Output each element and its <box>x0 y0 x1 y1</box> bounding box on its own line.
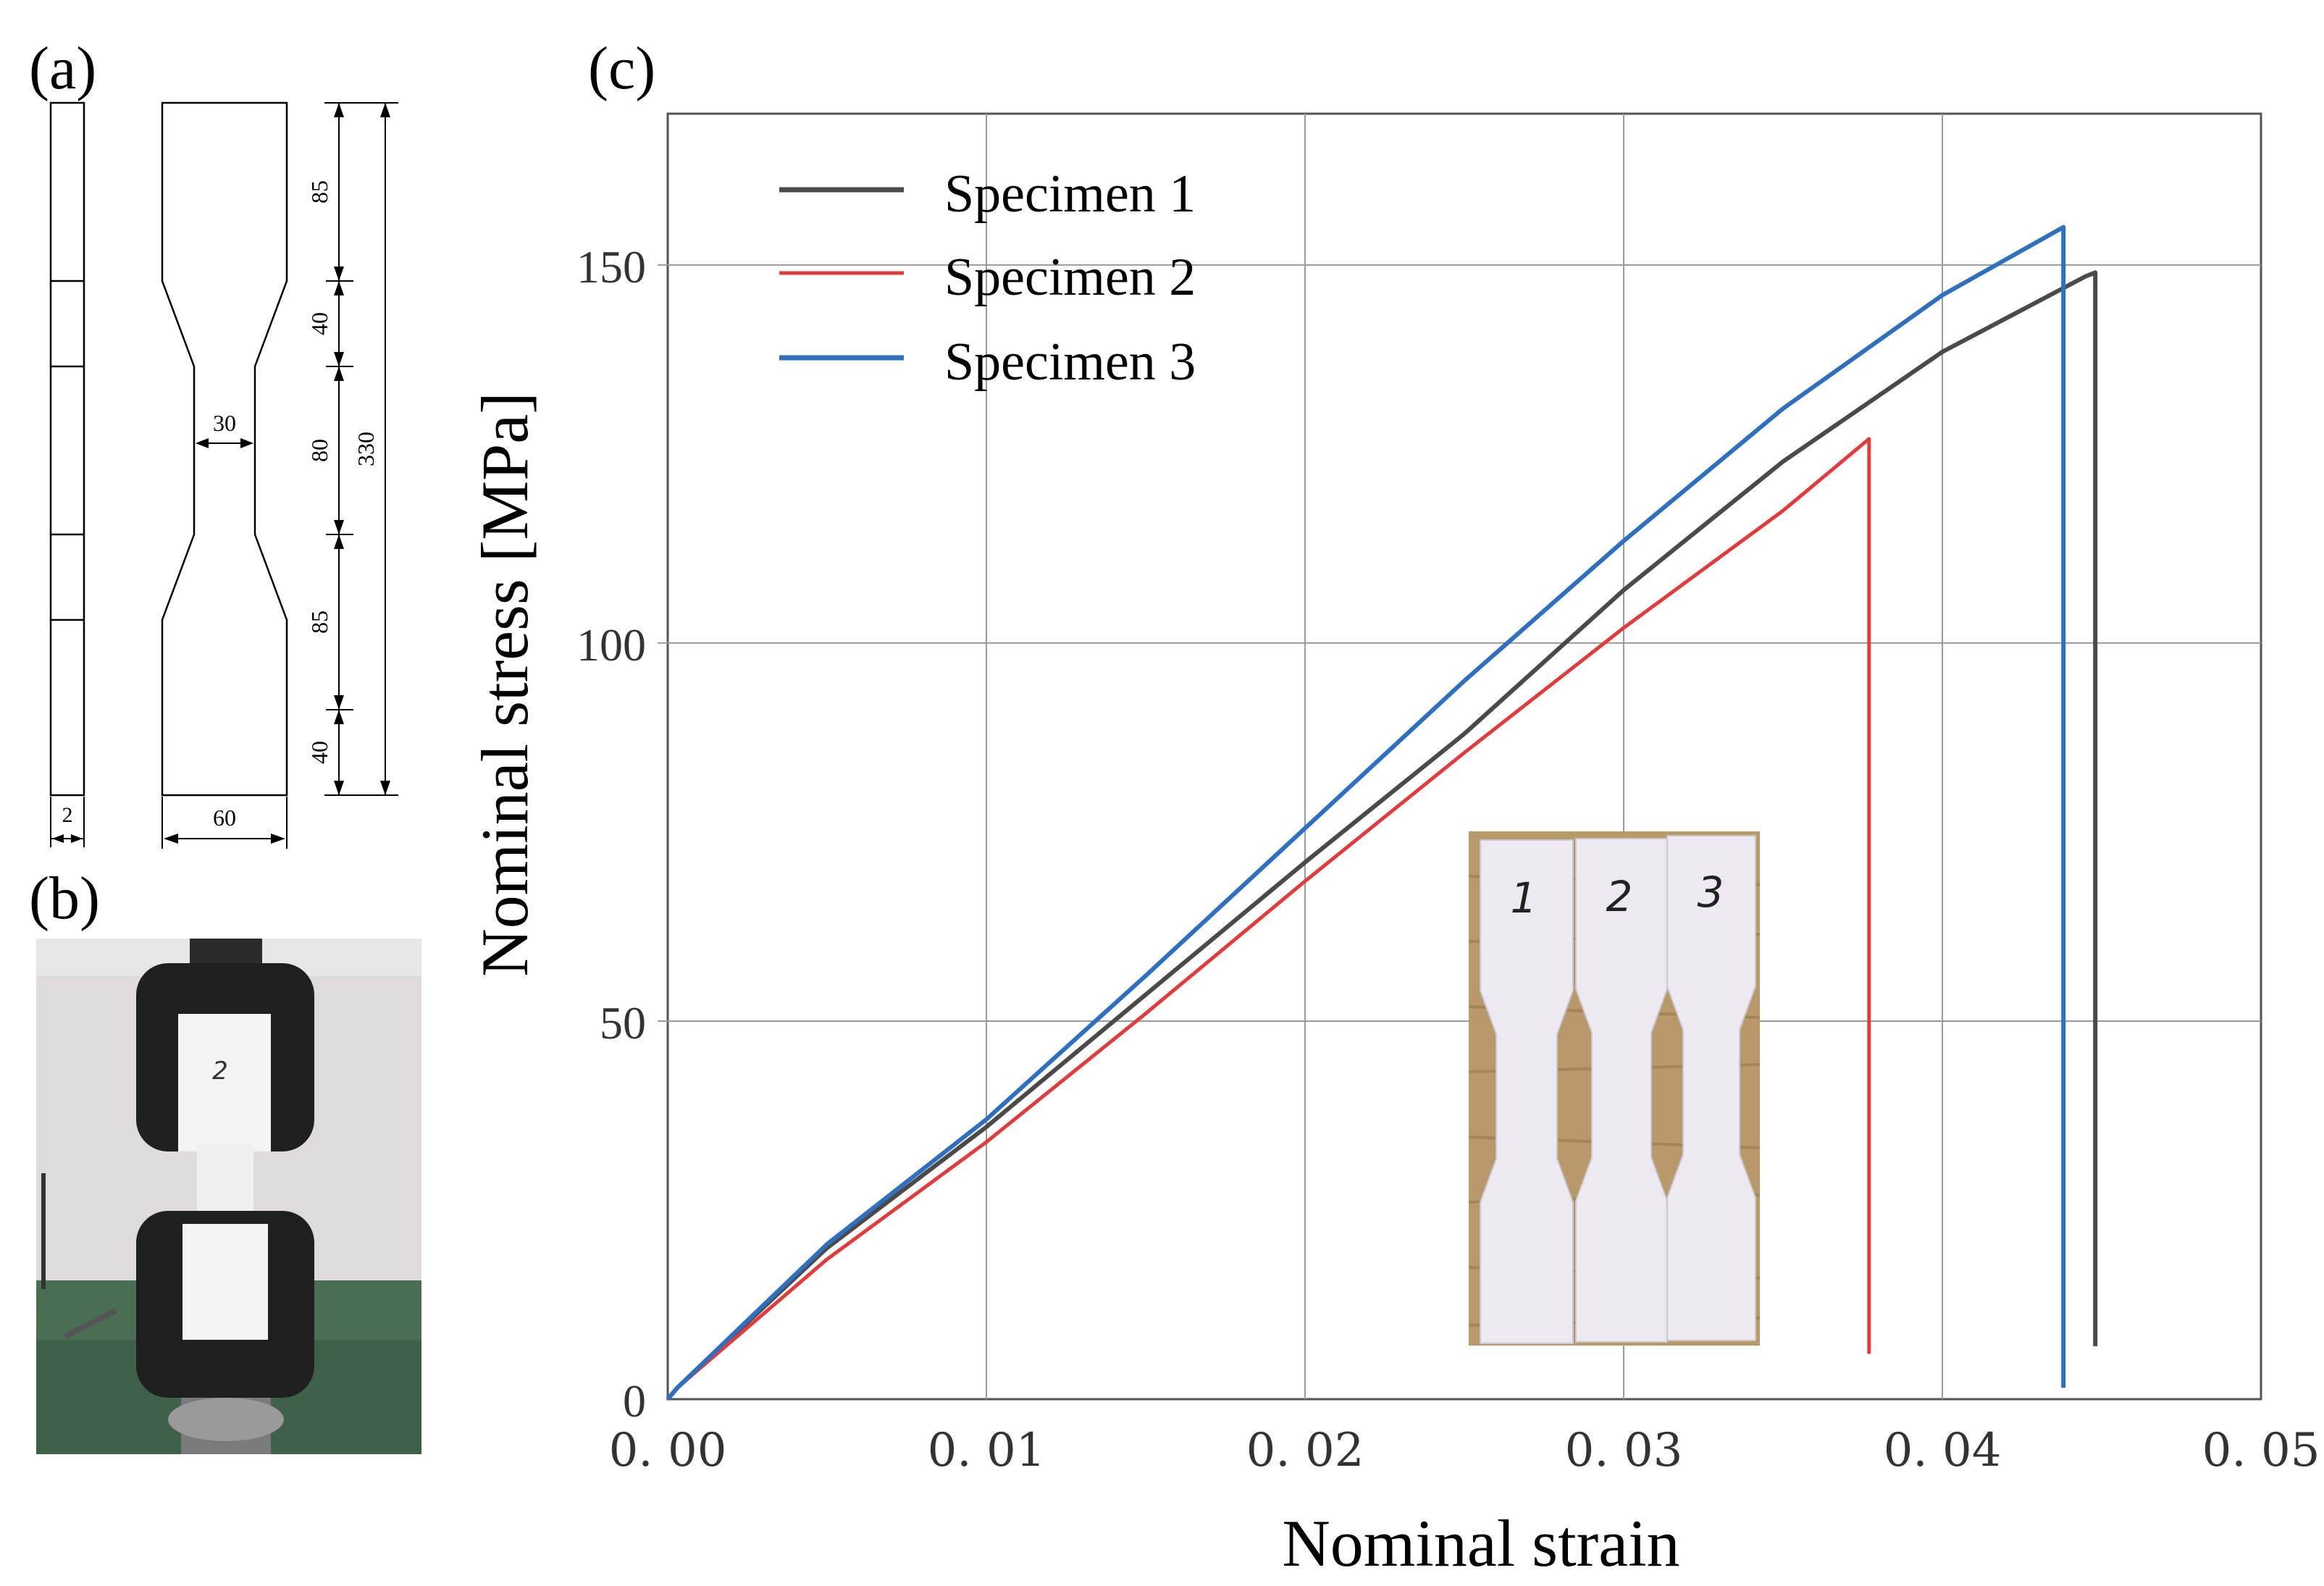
dim-seg2: 40 <box>306 312 332 335</box>
panel-b-label: (b) <box>29 865 100 932</box>
dim-width: 60 <box>213 805 236 831</box>
y-axis-label: Nominal stress [MPa] <box>468 392 542 976</box>
inset-label-1: 1 <box>1511 873 1538 923</box>
x-tick-label: 0. 02 <box>1246 1424 1364 1477</box>
dim-thickness: 2 <box>62 803 73 827</box>
legend-label-specimen-2: Specimen 2 <box>944 248 1196 307</box>
inset-label-3: 3 <box>1698 868 1724 917</box>
series-line-specimen-3 <box>666 225 2066 1401</box>
dim-total: 330 <box>353 432 379 466</box>
series-line-specimen-1 <box>666 270 2098 1401</box>
y-tick-label: 100 <box>576 619 646 671</box>
x-axis-label: Nominal strain <box>1282 1506 1679 1580</box>
dim-seg5: 40 <box>306 741 332 764</box>
x-tick-label: 0. 04 <box>1884 1424 2002 1477</box>
test-photo <box>36 939 421 1454</box>
series-lines <box>666 225 2098 1401</box>
x-tick-label: 0. 03 <box>1565 1424 1683 1477</box>
dim-seg1: 85 <box>306 180 332 204</box>
y-tick-label: 150 <box>576 241 646 293</box>
specimen-drawing <box>49 101 398 849</box>
inset-photo <box>1468 831 1761 1346</box>
y-tick-label: 50 <box>600 997 646 1049</box>
legend-label-specimen-1: Specimen 1 <box>944 164 1196 224</box>
series-line-specimen-2 <box>666 437 1871 1401</box>
photo-specimen-number: 2 <box>212 1057 228 1086</box>
x-tick-label: 0. 05 <box>2202 1424 2320 1477</box>
inset-specimen-2 <box>1575 838 1668 1343</box>
x-tick-label: 0. 00 <box>609 1424 727 1477</box>
legend-label-specimen-3: Specimen 3 <box>944 332 1196 392</box>
inset-specimen-1 <box>1480 839 1574 1344</box>
front-view <box>161 101 288 797</box>
dim-neck-width: 30 <box>213 410 236 436</box>
y-tick-label: 0 <box>623 1375 646 1427</box>
dim-seg4: 85 <box>306 611 332 634</box>
dim-seg3: 80 <box>306 439 332 462</box>
plot-area <box>666 112 2262 1401</box>
inset-specimen-3 <box>1666 835 1756 1341</box>
side-view <box>49 101 85 797</box>
tick-labels: 0. 00 0. 01 0. 02 0. 03 0. 04 0. 05 0 50 100 150 <box>576 241 2320 1477</box>
dimension-arrows <box>52 103 390 844</box>
panel-a-label: (a) <box>29 35 96 102</box>
inset-label-2: 2 <box>1606 872 1633 921</box>
x-tick-label: 0. 01 <box>928 1424 1046 1477</box>
panel-c-label: (c) <box>588 35 655 102</box>
legend: Specimen 1 Specimen 2 Specimen 3 <box>779 164 1196 392</box>
